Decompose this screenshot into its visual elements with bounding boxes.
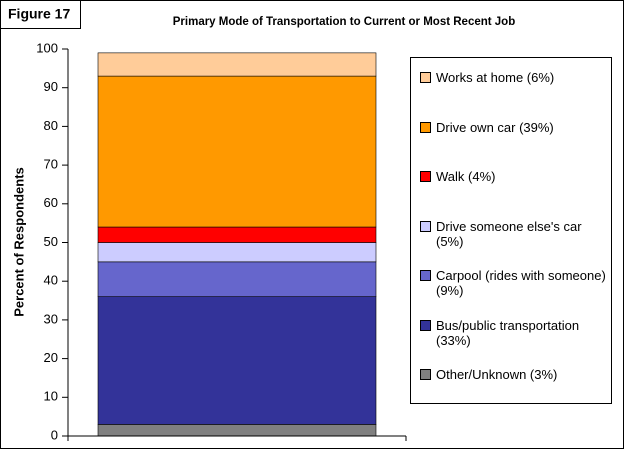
- legend-swatch: [420, 121, 431, 133]
- bar-segment: [97, 424, 377, 437]
- y-tick-label: 10: [44, 389, 58, 404]
- y-tick-label: 0: [51, 427, 58, 442]
- y-tick-label: 50: [44, 234, 58, 249]
- legend-label: Drive own car (39%): [436, 119, 554, 135]
- figure-box: [0, 0, 81, 29]
- legend-box: [410, 57, 612, 404]
- legend-label: Walk (4%): [436, 169, 496, 184]
- y-tick-label: 90: [44, 79, 58, 94]
- y-tick-label: 20: [44, 350, 58, 365]
- bar-segment: [97, 242, 377, 263]
- legend-label: Drive someone else's car (5%): [436, 218, 582, 249]
- legend-label: Bus/public transportation (33%): [436, 317, 580, 348]
- y-tick-label: 70: [44, 157, 58, 172]
- bar-segment: [97, 296, 377, 425]
- bar-segment: [97, 261, 377, 297]
- y-axis-label: Percent of Respondents: [11, 167, 26, 317]
- legend-label: Works at home (6%): [436, 70, 555, 85]
- y-tick-label: 100: [36, 40, 58, 55]
- legend-swatch: [420, 369, 431, 380]
- legend-label: Other/Unknown (3%): [436, 367, 558, 382]
- legend-label: Carpool (rides with someone) (9%): [436, 268, 606, 298]
- legend-swatch: [420, 319, 431, 331]
- figure-label: Figure 17: [8, 6, 70, 22]
- legend-swatch: [420, 72, 431, 83]
- bar-segment: [97, 52, 377, 77]
- y-tick-label: 30: [44, 311, 58, 326]
- legend-swatch: [420, 171, 431, 182]
- chart-title: Primary Mode of Transportation to Curren…: [173, 16, 515, 28]
- legend-swatch: [420, 220, 431, 232]
- y-tick-label: 40: [44, 273, 58, 288]
- y-tick-label: 80: [44, 118, 58, 133]
- bar-segment: [97, 75, 377, 228]
- bar-segment: [97, 226, 377, 243]
- y-tick-label: 60: [44, 195, 58, 210]
- legend-swatch: [420, 270, 431, 281]
